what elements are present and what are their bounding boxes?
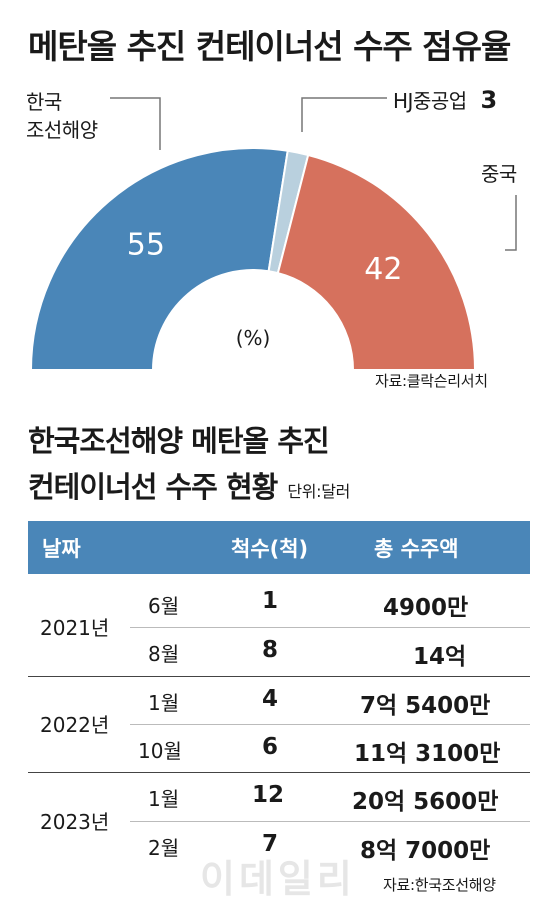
row-divider — [130, 724, 530, 725]
slice-value-hj: 3 — [480, 86, 498, 114]
month-cell: 2월 — [148, 836, 180, 860]
group-divider — [28, 772, 530, 773]
amount-cell: 4900만 — [383, 595, 469, 621]
slice-label-china: 중국 — [481, 162, 517, 186]
table-unit: 단위:달러 — [287, 482, 351, 501]
year-cell: 2021년 — [40, 616, 110, 640]
header-count: 척수(척) — [231, 537, 309, 561]
donut-slice-0 — [29, 147, 289, 371]
count-cell: 8 — [262, 637, 279, 663]
leader-line-china — [505, 195, 517, 251]
slice-value-label-2: 42 — [364, 252, 402, 287]
watermark: 이데일리 — [200, 857, 356, 901]
slice-value-label-0: 55 — [127, 228, 165, 263]
amount-cell: 11억 3100만 — [354, 741, 501, 767]
amount-cell: 14억 — [413, 644, 467, 670]
month-cell: 8월 — [148, 642, 180, 666]
header-date: 날짜 — [42, 537, 81, 561]
group-divider — [28, 676, 530, 677]
month-cell: 6월 — [148, 594, 180, 618]
slice-label-hj: HJ중공업 3 — [393, 86, 497, 115]
chart-unit: (%) — [236, 326, 271, 350]
year-cell: 2023년 — [40, 810, 110, 834]
count-cell: 7 — [262, 831, 279, 857]
table-title-line1: 한국조선해양 메탄올 추진 — [28, 424, 330, 458]
count-cell: 12 — [252, 782, 285, 808]
leader-line-hj — [301, 97, 387, 132]
amount-cell: 20억 5600만 — [352, 789, 499, 815]
month-cell: 10월 — [138, 739, 182, 763]
donut-chart: 55 42 (%) — [29, 97, 517, 371]
month-cell: 1월 — [148, 691, 180, 715]
table-source: 자료:한국조선해양 — [383, 876, 496, 894]
slice-label-korea-line2: 조선해양 — [26, 118, 98, 142]
chart-title: 메탄올 추진 컨테이너선 수주 점유율 — [28, 27, 511, 66]
amount-cell: 8억 7000만 — [360, 838, 491, 864]
leader-line-korea — [110, 97, 161, 150]
count-cell: 6 — [262, 734, 279, 760]
table-header: 날짜 척수(척) 총 수주액 — [28, 521, 530, 574]
donut-slices: 55 42 — [29, 147, 477, 371]
slice-label-korea: 한국 조선해양 — [26, 88, 98, 144]
year-cell: 2022년 — [40, 713, 110, 737]
header-amount: 총 수주액 — [374, 537, 459, 561]
donut-slice-2 — [276, 153, 477, 371]
table-title-line2: 컨테이너선 수주 현황 단위:달러 — [28, 464, 350, 506]
chart-source: 자료:클락슨리서치 — [375, 372, 488, 390]
row-divider — [130, 627, 530, 628]
count-cell: 1 — [262, 588, 279, 614]
slice-label-hj-name: HJ중공업 — [393, 89, 467, 113]
row-divider — [130, 821, 530, 822]
count-cell: 4 — [262, 686, 279, 712]
month-cell: 1월 — [148, 787, 180, 811]
slice-label-korea-line1: 한국 — [26, 90, 62, 114]
amount-cell: 7억 5400만 — [360, 693, 491, 719]
table-title-line2-text: 컨테이너선 수주 현황 — [28, 470, 278, 504]
